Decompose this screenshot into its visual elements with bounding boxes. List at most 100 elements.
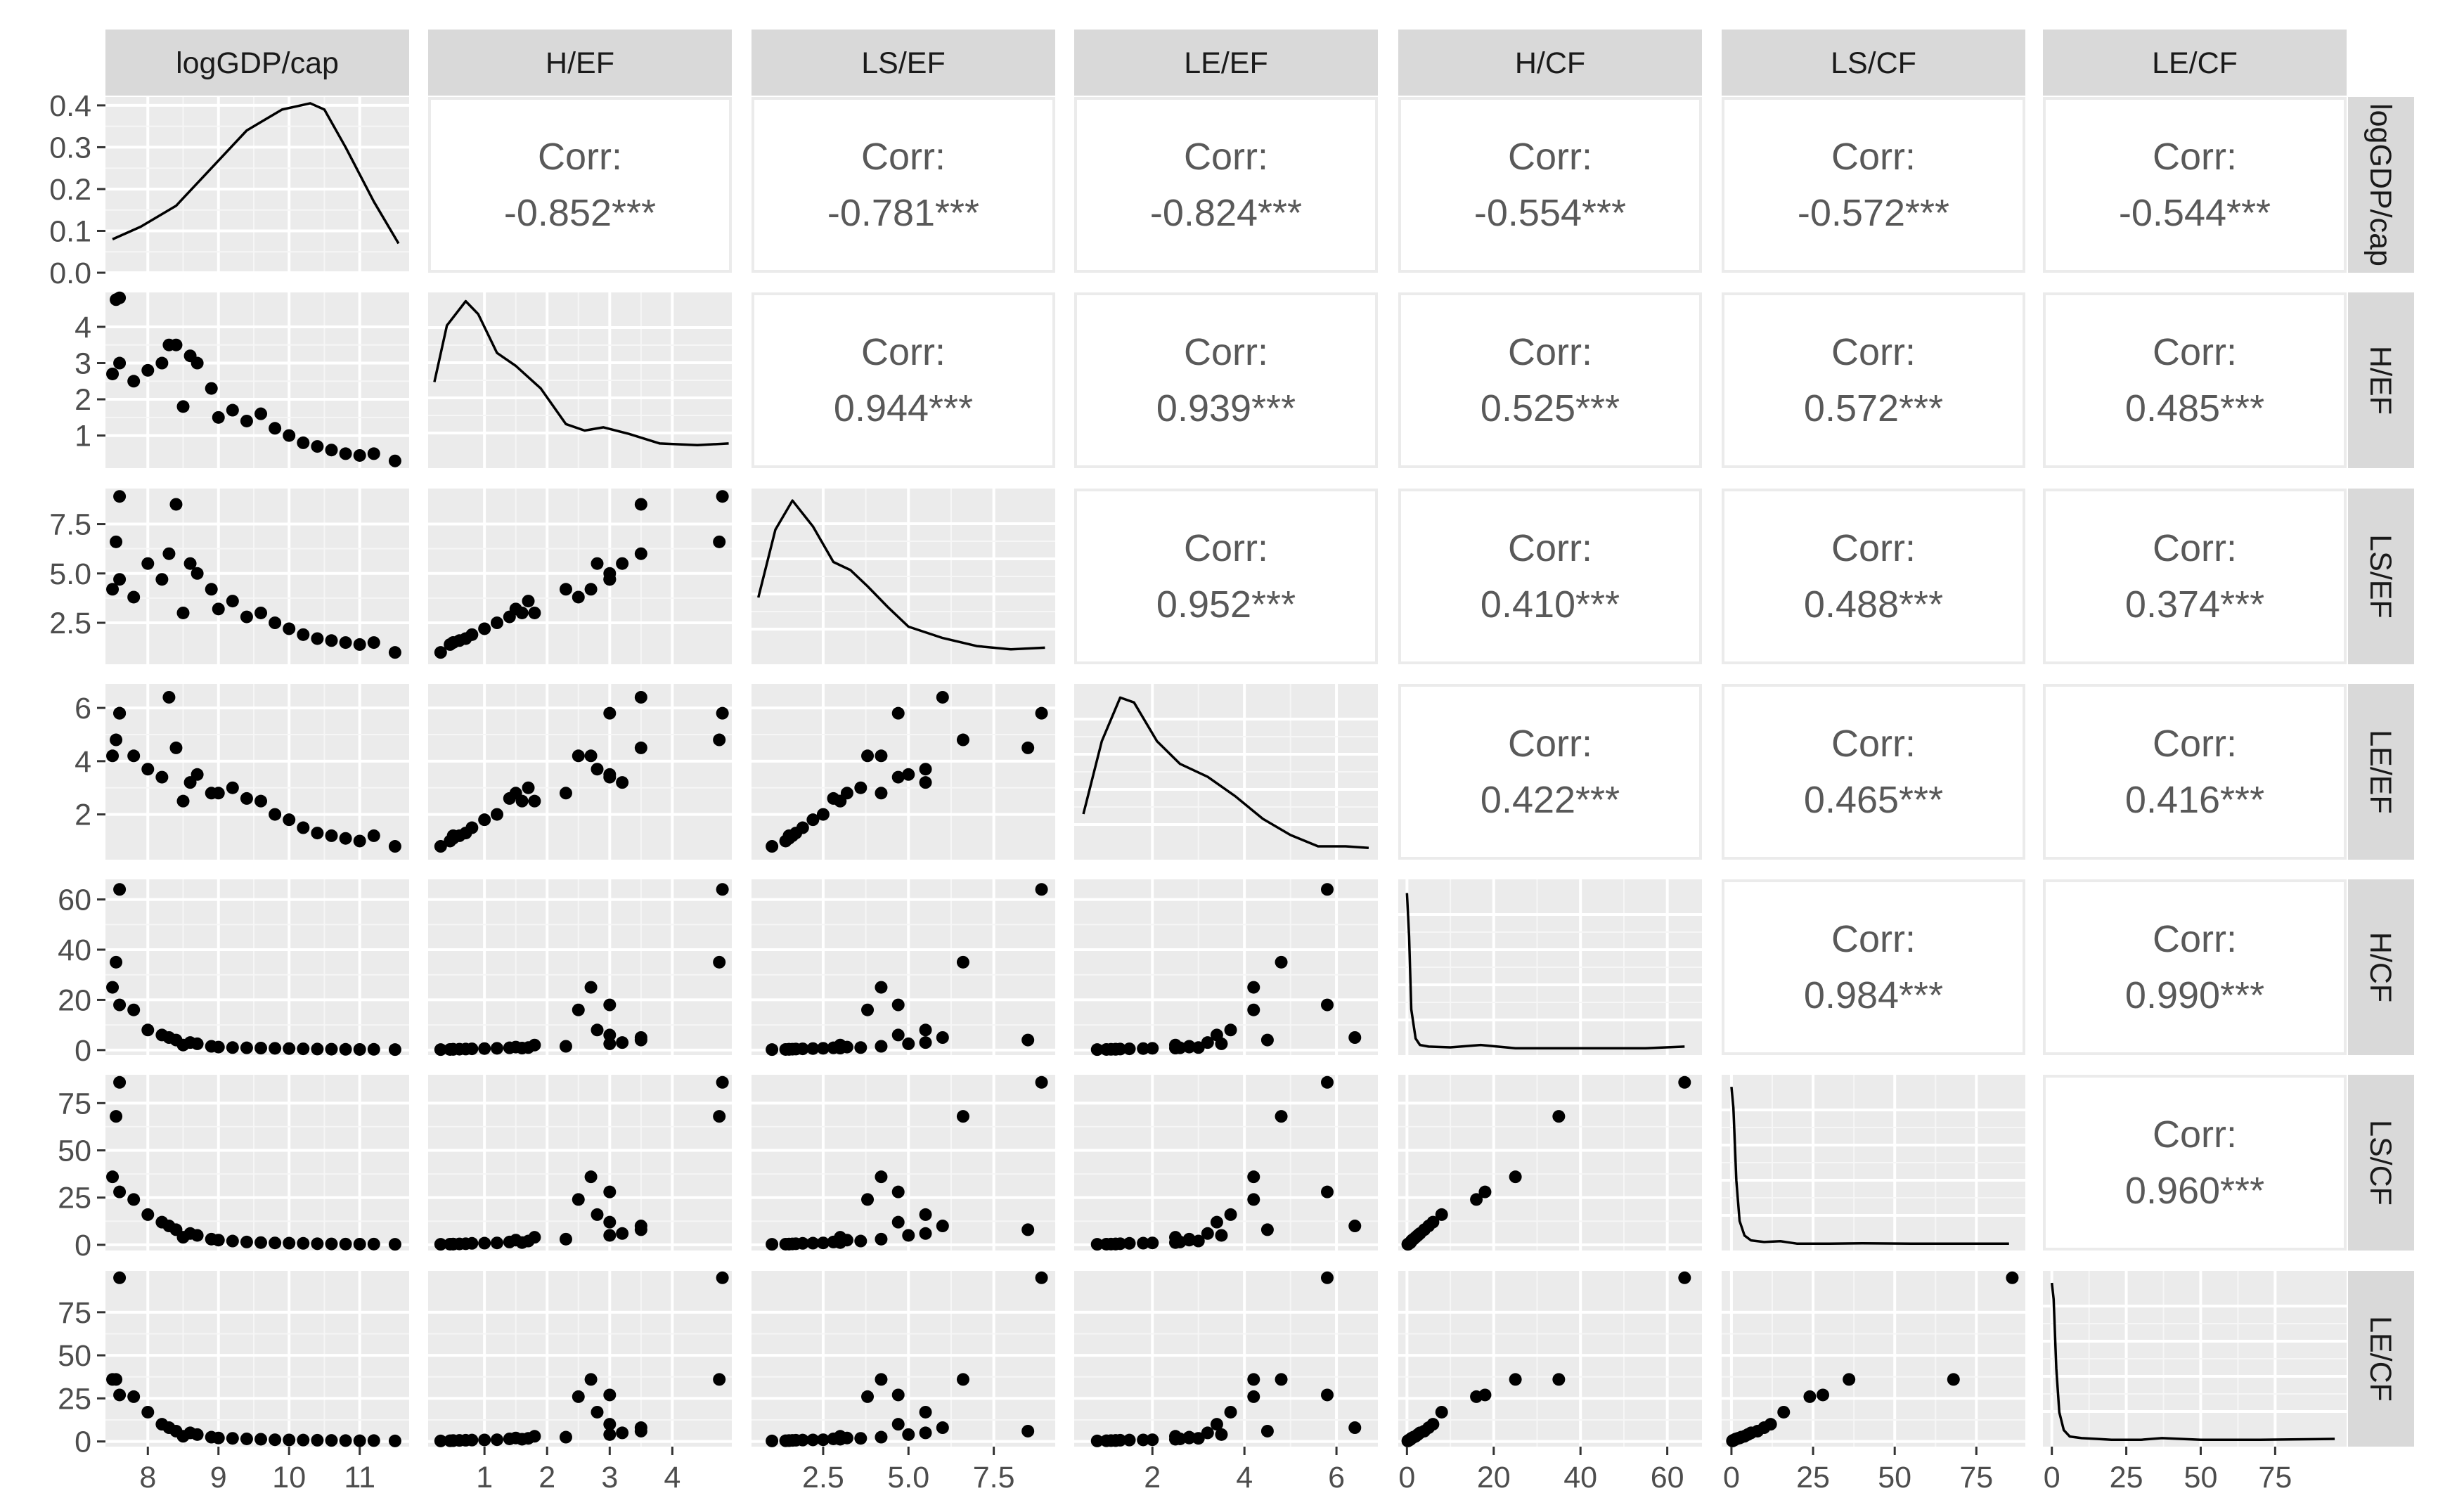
data-point [113,573,127,586]
data-point [1146,1433,1159,1447]
data-point [388,1043,401,1057]
scatter-points [1090,1271,1362,1447]
data-point [956,955,969,969]
data-point [240,1041,253,1054]
data-point [713,955,726,969]
data-point [1726,1434,1739,1447]
data-point [478,813,491,827]
data-point [269,1236,282,1250]
data-point [861,1003,875,1016]
correlation-label: Corr: [1831,136,1916,178]
x-tick-label: 11 [344,1461,375,1494]
data-point [834,1236,847,1249]
data-point [113,490,127,503]
data-point [875,1232,888,1246]
data-point [634,1424,647,1437]
data-point [891,998,905,1012]
data-point [1224,1405,1237,1419]
data-point [1146,1042,1159,1055]
data-point [936,690,949,704]
data-point [1509,1170,1522,1184]
panel-background [428,684,732,860]
data-point [325,1237,338,1251]
panel-background [752,879,1055,1055]
column-strip-label: LS/CF [1831,46,1916,80]
data-point [936,1421,949,1435]
column-strip-label: LE/CF [2152,46,2238,80]
data-point [240,1432,253,1445]
data-point [446,1237,460,1251]
data-point [806,1236,820,1250]
panel-grid [752,1271,1055,1447]
data-point [176,400,190,413]
x-tick-label: 3 [601,1461,618,1494]
data-point [1215,1428,1228,1441]
x-tick-label: 10 [272,1461,306,1494]
data-point [1123,1236,1136,1250]
data-point [367,1237,380,1251]
data-point [212,602,225,616]
data-point [634,498,647,511]
data-point [891,1215,905,1229]
data-point [816,808,830,821]
data-point [854,1041,868,1054]
correlation-label: Corr: [2153,136,2237,178]
data-point [1035,1271,1048,1284]
data-point [106,1373,120,1386]
data-point [936,1220,949,1233]
data-point [634,741,647,754]
data-point [226,1432,239,1445]
panel-background [105,292,409,468]
data-point [713,733,726,747]
y-tick-label: 4 [75,745,91,779]
data-point [875,1040,888,1053]
y-tick-label: 50 [58,1339,91,1373]
x-tick-label: 75 [2258,1461,2292,1494]
data-point [113,1388,127,1402]
data-point [110,955,123,969]
data-point [367,829,380,842]
data-point [875,749,888,763]
data-point [572,1390,585,1403]
density-curve [433,299,729,446]
data-point [1247,1373,1260,1386]
data-point [254,1236,268,1249]
data-point [205,382,218,395]
data-point [515,1433,529,1446]
data-point [591,557,604,570]
data-point [183,557,197,570]
correlation-label: Corr: [2153,527,2237,569]
data-point [434,1043,447,1057]
data-point [254,1042,268,1054]
data-point [1321,1388,1334,1402]
x-tick-label: 1 [476,1461,493,1494]
data-point [269,616,282,630]
data-point [1146,1236,1159,1250]
data-point [766,1238,779,1251]
scatter-points [106,690,401,853]
data-point [1192,1432,1205,1445]
data-point [1803,1390,1817,1403]
data-point [1182,1040,1196,1054]
data-point [297,1042,310,1056]
correlation-value: 0.990*** [2125,974,2264,1016]
row-strip [2348,684,2414,860]
data-point [367,636,380,650]
y-tick-label: 0 [75,1034,91,1068]
data-point [1321,1075,1334,1089]
panel-grid [752,879,1055,1055]
y-tick-label: 5.0 [49,557,91,591]
panel-grid [428,1075,732,1251]
correlation-value: 0.488*** [1804,583,1943,626]
data-point [854,1432,868,1445]
data-point [113,706,127,720]
correlation-panel [1074,292,1378,468]
row-strip [2348,1075,2414,1251]
data-point [1947,1373,1960,1386]
data-point [110,293,123,306]
panel-grid [428,1271,732,1447]
data-point [572,590,585,604]
panel-grid [428,489,732,664]
data-point [1099,1434,1113,1447]
